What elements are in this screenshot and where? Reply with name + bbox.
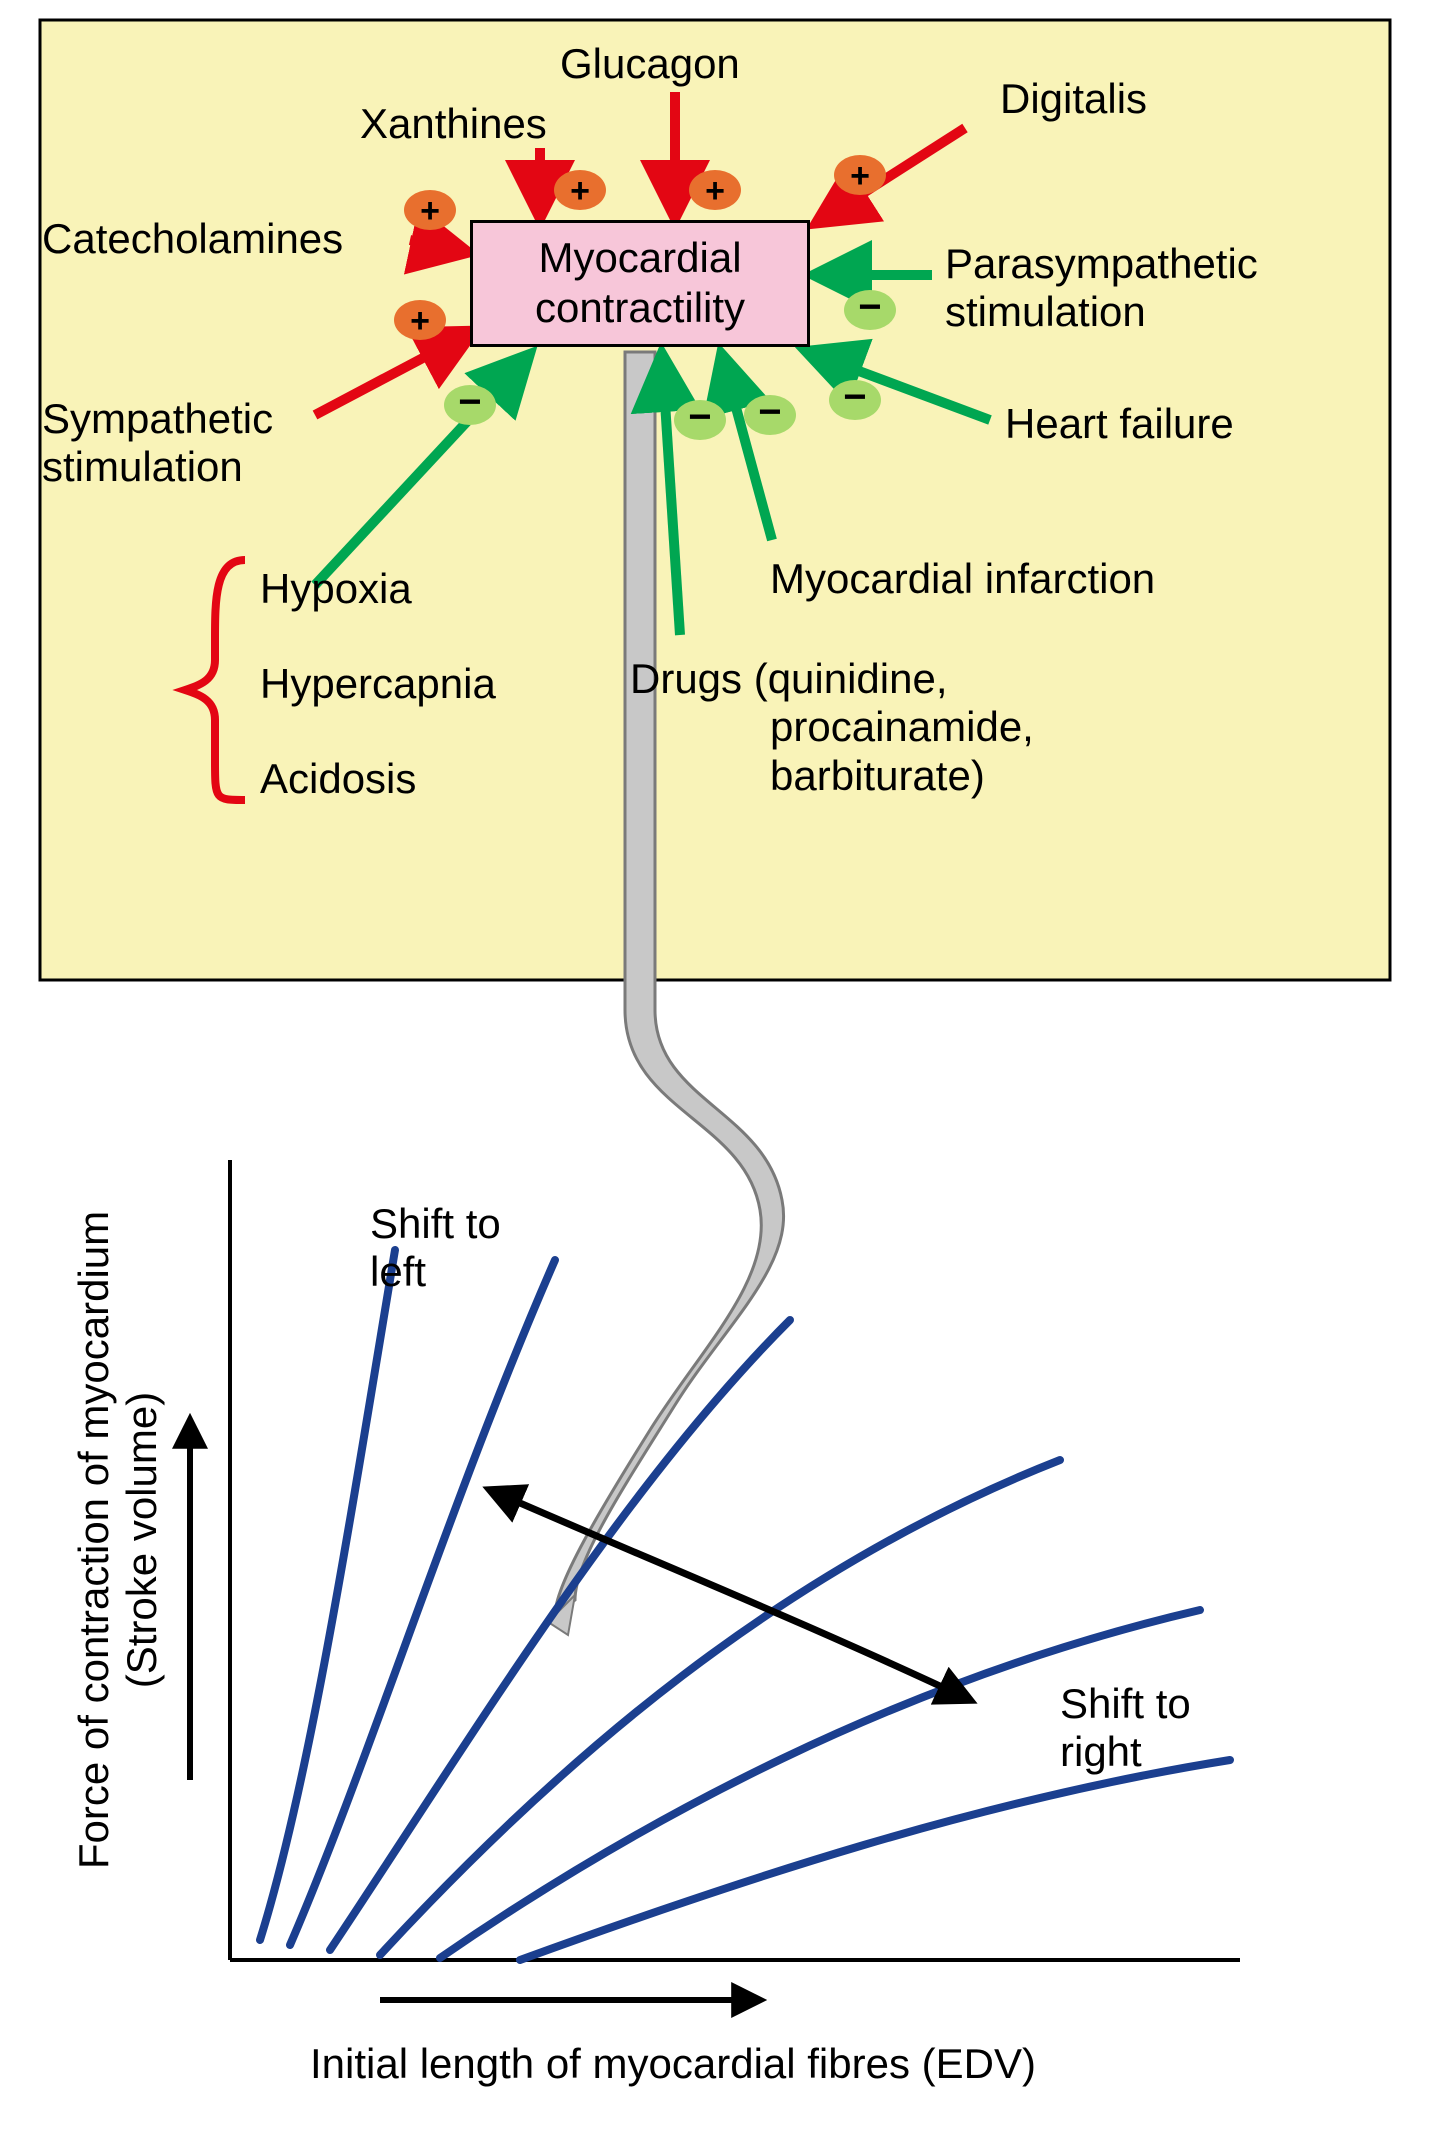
x-axis-label: Initial length of myocardial fibres (EDV…	[310, 2040, 1036, 2088]
svg-text:−: −	[858, 285, 881, 329]
factors-panel	[40, 20, 1390, 980]
svg-text:+: +	[420, 192, 440, 230]
label-myocardial-infarction: Myocardial infarction	[770, 555, 1155, 603]
curve-family	[260, 1250, 1230, 1960]
label-glucagon: Glucagon	[560, 40, 740, 88]
svg-text:+: +	[705, 172, 725, 210]
label-drugs: Drugs (quinidine, procainamide, barbitur…	[630, 655, 1230, 800]
svg-text:+: +	[570, 172, 590, 210]
label-parasympathetic: Parasympathetic stimulation	[945, 240, 1365, 337]
center-box: Myocardial contractility	[470, 220, 810, 347]
svg-text:−: −	[458, 380, 481, 424]
center-box-line1: Myocardial	[491, 233, 789, 283]
label-acidosis: Acidosis	[260, 755, 416, 803]
svg-text:−: −	[843, 375, 866, 419]
svg-text:+: +	[410, 302, 430, 340]
label-digitalis: Digitalis	[1000, 75, 1147, 123]
svg-text:+: +	[850, 157, 870, 195]
label-heart-failure: Heart failure	[1005, 400, 1234, 448]
y-axis-label-line1: Force of contraction of myocardium	[70, 1211, 117, 1869]
y-axis-label: Force of contraction of myocardium (Stro…	[70, 1130, 167, 1950]
label-shift-left: Shift to left	[370, 1200, 550, 1297]
label-sympathetic: Sympathetic stimulation	[42, 395, 342, 492]
label-shift-right: Shift to right	[1060, 1680, 1240, 1777]
center-box-line2: contractility	[491, 283, 789, 333]
label-hypercapnia: Hypercapnia	[260, 660, 496, 708]
svg-text:−: −	[758, 390, 781, 434]
svg-text:−: −	[688, 395, 711, 439]
y-axis-label-line2: (Stroke volume)	[118, 1392, 165, 1688]
label-catecholamines: Catecholamines	[42, 215, 343, 263]
label-xanthines: Xanthines	[360, 100, 547, 148]
label-hypoxia: Hypoxia	[260, 565, 412, 613]
diagram-root: + + + + + − − − − −	[0, 0, 1429, 2151]
